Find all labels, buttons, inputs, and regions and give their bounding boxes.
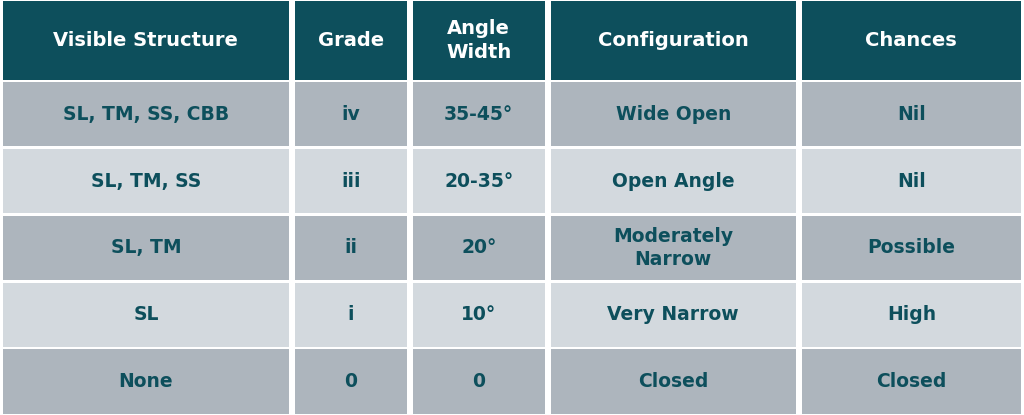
FancyBboxPatch shape (295, 149, 407, 213)
FancyBboxPatch shape (295, 216, 407, 280)
FancyBboxPatch shape (3, 1, 289, 80)
FancyBboxPatch shape (413, 1, 545, 80)
Text: 0: 0 (344, 372, 357, 391)
FancyBboxPatch shape (802, 149, 1021, 213)
Text: 0: 0 (472, 372, 485, 391)
FancyBboxPatch shape (295, 82, 407, 146)
Text: Chances: Chances (865, 31, 957, 50)
Text: Closed: Closed (638, 372, 709, 391)
Text: 20°: 20° (461, 239, 497, 257)
FancyBboxPatch shape (551, 82, 796, 146)
Text: i: i (347, 305, 354, 324)
FancyBboxPatch shape (802, 1, 1021, 80)
Text: iv: iv (341, 105, 360, 124)
Text: ii: ii (344, 239, 357, 257)
FancyBboxPatch shape (551, 283, 796, 347)
FancyBboxPatch shape (413, 283, 545, 347)
FancyBboxPatch shape (802, 349, 1021, 414)
Text: Very Narrow: Very Narrow (607, 305, 739, 324)
FancyBboxPatch shape (3, 149, 289, 213)
FancyBboxPatch shape (295, 1, 407, 80)
Text: Wide Open: Wide Open (615, 105, 731, 124)
FancyBboxPatch shape (295, 349, 407, 414)
Text: Moderately
Narrow: Moderately Narrow (613, 227, 733, 269)
Text: Open Angle: Open Angle (612, 172, 734, 190)
Text: High: High (887, 305, 936, 324)
FancyBboxPatch shape (802, 283, 1021, 347)
Text: Nil: Nil (897, 172, 926, 190)
FancyBboxPatch shape (551, 349, 796, 414)
Text: Grade: Grade (317, 31, 384, 50)
FancyBboxPatch shape (551, 149, 796, 213)
Text: Visible Structure: Visible Structure (53, 31, 239, 50)
Text: Possible: Possible (867, 239, 955, 257)
FancyBboxPatch shape (3, 283, 289, 347)
Text: Angle
Width: Angle Width (446, 19, 511, 62)
FancyBboxPatch shape (551, 1, 796, 80)
FancyBboxPatch shape (413, 349, 545, 414)
Text: SL, TM: SL, TM (111, 239, 181, 257)
Text: SL, TM, SS, CBB: SL, TM, SS, CBB (62, 105, 229, 124)
FancyBboxPatch shape (3, 349, 289, 414)
FancyBboxPatch shape (551, 216, 796, 280)
FancyBboxPatch shape (413, 82, 545, 146)
Text: Closed: Closed (877, 372, 946, 391)
Text: iii: iii (341, 172, 360, 190)
Text: Nil: Nil (897, 105, 926, 124)
Text: Configuration: Configuration (598, 31, 749, 50)
FancyBboxPatch shape (413, 216, 545, 280)
Text: 20-35°: 20-35° (444, 172, 513, 190)
Text: None: None (119, 372, 173, 391)
Text: SL: SL (133, 305, 159, 324)
FancyBboxPatch shape (802, 216, 1021, 280)
FancyBboxPatch shape (413, 149, 545, 213)
FancyBboxPatch shape (3, 216, 289, 280)
Text: 10°: 10° (461, 305, 497, 324)
FancyBboxPatch shape (295, 283, 407, 347)
Text: SL, TM, SS: SL, TM, SS (91, 172, 201, 190)
Text: 35-45°: 35-45° (444, 105, 513, 124)
FancyBboxPatch shape (3, 82, 289, 146)
FancyBboxPatch shape (802, 82, 1021, 146)
